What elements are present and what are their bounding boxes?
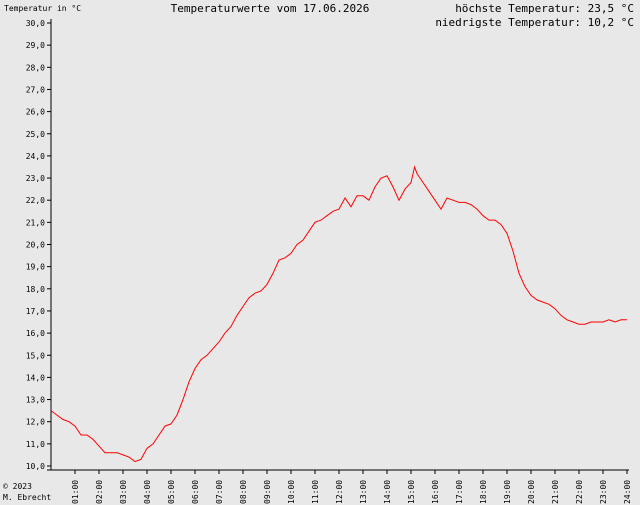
x-tick-label: 01:00 [71, 480, 80, 504]
y-axis-label: Temperatur in °C [4, 4, 82, 13]
y-tick-label: 19,0 [26, 263, 45, 272]
x-tick-label: 24:00 [623, 480, 632, 504]
x-tick-label: 11:00 [311, 480, 320, 504]
x-tick-label: 14:00 [383, 480, 392, 504]
y-tick-label: 26,0 [26, 108, 45, 117]
y-tick-label: 10,0 [26, 462, 45, 471]
x-tick-label: 06:00 [191, 480, 200, 504]
y-tick-label: 15,0 [26, 351, 45, 360]
y-tick-label: 17,0 [26, 307, 45, 316]
x-tick-label: 15:00 [407, 480, 416, 504]
y-tick-label: 28,0 [26, 63, 45, 72]
y-tick-label: 14,0 [26, 373, 45, 382]
y-tick-label: 20,0 [26, 241, 45, 250]
x-tick-label: 20:00 [527, 480, 536, 504]
x-tick-label: 16:00 [431, 480, 440, 504]
x-tick-label: 13:00 [359, 480, 368, 504]
x-tick-label: 18:00 [479, 480, 488, 504]
y-tick-label: 13,0 [26, 396, 45, 405]
x-tick-label: 09:00 [263, 480, 272, 504]
x-tick-label: 21:00 [551, 480, 560, 504]
x-tick-label: 10:00 [287, 480, 296, 504]
chart-title: Temperaturwerte vom 17.06.2026 [170, 2, 370, 15]
max-temperature-text: höchste Temperatur: 23,5 °C [455, 2, 634, 15]
temperature-series-line [50, 165, 627, 463]
y-tick-label: 21,0 [26, 218, 45, 227]
x-tick-label: 05:00 [167, 480, 176, 504]
y-tick-label: 22,0 [26, 196, 45, 205]
x-tick-label: 17:00 [455, 480, 464, 504]
author-text: M. Ebrecht [3, 493, 52, 502]
y-tick-label: 25,0 [26, 130, 45, 139]
y-tick-label: 18,0 [26, 285, 45, 294]
x-tick-label: 19:00 [503, 480, 512, 504]
x-tick-label: 12:00 [335, 480, 344, 504]
x-tick-label: 07:00 [215, 480, 224, 504]
x-tick-label: 22:00 [575, 480, 584, 504]
y-tick-label: 16,0 [26, 329, 45, 338]
x-tick-label: 08:00 [239, 480, 248, 504]
y-tick-label: 27,0 [26, 85, 45, 94]
y-tick-label: 24,0 [26, 152, 45, 161]
x-tick-label: 04:00 [143, 480, 152, 504]
y-tick-label: 23,0 [26, 174, 45, 183]
copyright-text: © 2023 [3, 482, 32, 491]
min-temperature-text: niedrigste Temperatur: 10,2 °C [435, 16, 634, 29]
y-tick-label: 12,0 [26, 418, 45, 427]
y-tick-label: 11,0 [26, 440, 45, 449]
x-tick-label: 23:00 [599, 480, 608, 504]
x-tick-label: 03:00 [119, 480, 128, 504]
y-tick-label: 29,0 [26, 41, 45, 50]
y-tick-label: 30,0 [26, 19, 45, 28]
x-tick-label: 02:00 [95, 480, 104, 504]
